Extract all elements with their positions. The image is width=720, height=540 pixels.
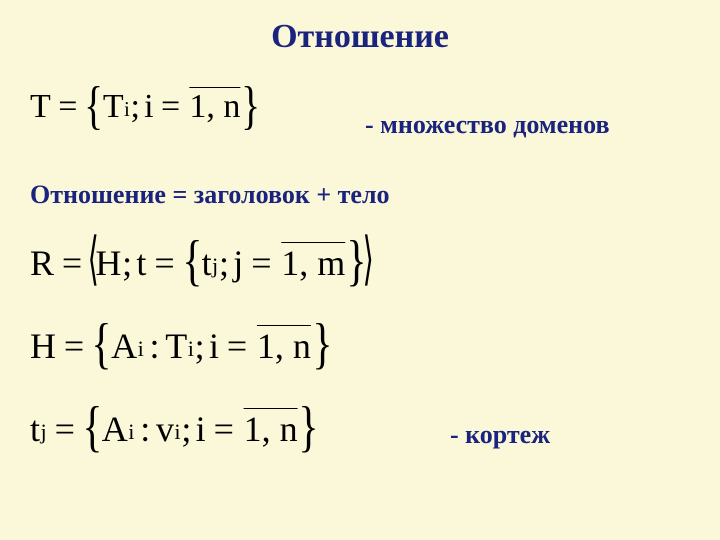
formula-tj: tj = { Ai : vi ; i = 1, n } xyxy=(30,408,318,450)
equals-sign: = xyxy=(214,408,234,450)
formula-R: R = ⟨ H ; t = { tj ; j = 1, m } ⟩ xyxy=(30,242,371,284)
page-title: Отношение xyxy=(0,18,720,56)
colon: : xyxy=(150,325,160,367)
attr-var: A xyxy=(102,408,128,450)
lhs-sub: j xyxy=(40,419,46,445)
type-var: T xyxy=(165,325,187,367)
head-var: H xyxy=(95,242,121,284)
equals-sign: = xyxy=(161,88,180,126)
index-var: i xyxy=(144,88,153,126)
equals-sign: = xyxy=(64,325,84,367)
lhs-var: t xyxy=(30,408,40,450)
brace-left-icon: { xyxy=(182,248,202,276)
semicolon: ; xyxy=(219,242,229,284)
formula-H: H = { Ai : Ti ; i = 1, n } xyxy=(30,325,332,367)
equals-sign: = xyxy=(251,242,271,284)
angle-right-icon: ⟩ xyxy=(363,246,374,275)
annotation-domains: - множество доменов xyxy=(365,110,610,140)
attr-sub: i xyxy=(128,419,134,445)
brace-left-icon: { xyxy=(82,414,102,442)
equals-sign: = xyxy=(154,242,174,284)
index-var: i xyxy=(196,408,206,450)
angle-left-icon: ⟨ xyxy=(87,246,98,275)
val-var: v xyxy=(156,408,174,450)
semicolon: ; xyxy=(181,408,191,450)
brace-left-icon: { xyxy=(84,93,103,119)
inner-var: t xyxy=(202,242,212,284)
equals-sign: = xyxy=(62,242,82,284)
range-overline: 1, n xyxy=(188,88,242,126)
annotation-relation-equation: Отношение = заголовок + тело xyxy=(30,180,390,210)
brace-right-icon: } xyxy=(312,331,332,359)
inner-var: T xyxy=(103,88,124,126)
equals-sign: = xyxy=(58,88,77,126)
colon: : xyxy=(140,408,150,450)
lhs: H xyxy=(30,325,56,367)
lhs: R xyxy=(30,242,54,284)
semicolon: ; xyxy=(195,325,205,367)
type-sub: i xyxy=(188,336,194,362)
range-overline: 1, n xyxy=(255,325,313,367)
brace-left-icon: { xyxy=(92,331,112,359)
body-var: t xyxy=(136,242,146,284)
inner-sub: j xyxy=(212,253,218,279)
semicolon: ; xyxy=(131,88,140,126)
brace-right-icon: } xyxy=(242,93,261,119)
inner-sub: i xyxy=(124,97,130,122)
equals-sign: = xyxy=(227,325,247,367)
brace-right-icon: } xyxy=(299,414,319,442)
lhs: T xyxy=(30,88,51,126)
val-sub: i xyxy=(174,419,180,445)
index-var: i xyxy=(209,325,219,367)
range-overline: 1, m xyxy=(279,242,347,284)
annotation-tuple: - кортеж xyxy=(450,420,550,450)
formula-T: T = { Ti ; i = 1, n } xyxy=(30,88,260,126)
range-overline: 1, n xyxy=(242,408,300,450)
index-var: j xyxy=(233,242,243,284)
attr-sub: i xyxy=(138,336,144,362)
attr-var: A xyxy=(111,325,137,367)
semicolon: ; xyxy=(122,242,132,284)
equals-sign: = xyxy=(55,408,75,450)
